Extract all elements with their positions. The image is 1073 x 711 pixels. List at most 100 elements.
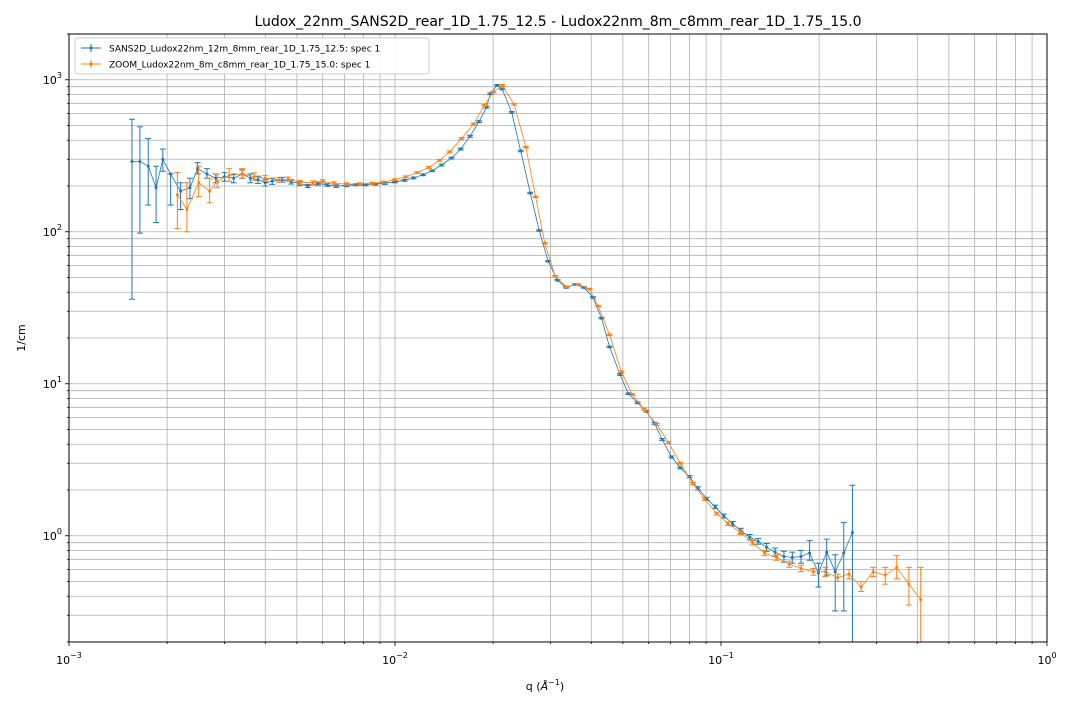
data-point (208, 189, 212, 193)
x-tick-label-base: 10 (382, 654, 396, 667)
data-point (816, 571, 820, 575)
data-point (248, 176, 252, 180)
data-point (703, 497, 707, 501)
data-point (751, 541, 755, 545)
y-tick-label: 103 (43, 71, 62, 87)
legend: SANS2D_Ludox22nm_12m_8mm_rear_1D_1.75_12… (74, 37, 430, 75)
data-point (197, 181, 201, 185)
data-point (630, 392, 634, 396)
data-point (471, 122, 475, 126)
data-point (618, 373, 622, 377)
data-point (756, 539, 760, 543)
x-axis-label: q (Å−1) (526, 678, 564, 693)
data-point (811, 570, 815, 574)
y-tick-label-base: 10 (43, 378, 57, 391)
data-point (748, 535, 752, 539)
x-tick-label: 10−2 (382, 651, 408, 667)
data-point (519, 149, 523, 153)
data-point (130, 159, 134, 163)
data-point (799, 566, 803, 570)
data-point (655, 422, 659, 426)
y-tick-label-exponent: 3 (57, 71, 62, 80)
data-point (871, 570, 875, 574)
data-point (404, 175, 408, 179)
legend-marker-zoom (89, 62, 93, 66)
x-axis-label-unit: Å (540, 680, 549, 693)
data-point (286, 177, 290, 181)
data-point (263, 176, 267, 180)
data-point (775, 555, 779, 559)
data-point (427, 165, 431, 169)
data-point (510, 110, 514, 114)
y-tick-label-base: 10 (43, 530, 57, 543)
legend-entry-sans2d: SANS2D_Ludox22nm_12m_8mm_rear_1D_1.75_12… (81, 44, 380, 55)
legend-entry-zoom: ZOOM_Ludox22nm_8m_c8mm_rear_1D_1.75_15.0… (81, 60, 370, 71)
data-point (543, 241, 547, 245)
data-point (403, 178, 407, 182)
data-point (842, 551, 846, 555)
data-point (430, 169, 434, 173)
data-point (185, 208, 189, 212)
data-point (847, 572, 851, 576)
data-point (765, 545, 769, 549)
data-point (495, 83, 499, 87)
y-tick-label: 102 (43, 223, 62, 239)
data-point (678, 466, 682, 470)
data-point (232, 176, 236, 180)
x-tick-label-exponent: −3 (70, 651, 82, 660)
data-point (381, 180, 385, 184)
data-point (358, 182, 362, 186)
x-tick-label-base: 10 (56, 654, 70, 667)
series-1 (174, 83, 924, 642)
data-point (722, 514, 726, 518)
data-point (512, 102, 516, 106)
legend-marker-sans2d (89, 46, 93, 50)
data-point (169, 172, 173, 176)
data-point (477, 120, 481, 124)
data-point (576, 282, 580, 286)
y-tick-label-exponent: 0 (57, 527, 62, 536)
data-point (448, 150, 452, 154)
series-layer (128, 83, 924, 642)
data-point (608, 333, 612, 337)
data-point (270, 179, 274, 183)
data-point (370, 181, 374, 185)
data-point (412, 176, 416, 180)
x-tick-label-base: 10 (708, 654, 722, 667)
data-point (660, 437, 664, 441)
data-point (491, 90, 495, 94)
data-point (449, 156, 453, 160)
data-point (500, 83, 504, 87)
data-point (256, 178, 260, 182)
data-point (546, 259, 550, 263)
y-tick-label-base: 10 (43, 74, 57, 87)
data-point (263, 181, 267, 185)
data-point (619, 370, 623, 374)
data-point (731, 522, 735, 526)
data-point (524, 145, 528, 149)
data-point (306, 184, 310, 188)
data-point (179, 189, 183, 193)
data-point (154, 186, 158, 190)
data-point (277, 178, 281, 182)
data-point (642, 407, 646, 411)
data-point (608, 345, 612, 349)
data-point (393, 178, 397, 182)
x-axis-label-end: ) (560, 680, 564, 693)
data-point (773, 550, 777, 554)
y-axis-label: 1/cm (15, 324, 28, 351)
x-axis-label-superscript: −1 (548, 678, 560, 687)
data-point (726, 522, 730, 526)
data-point (715, 512, 719, 516)
legend-label-zoom: ZOOM_Ludox22nm_8m_c8mm_rear_1D_1.75_15.0… (109, 61, 370, 71)
y-tick-label: 101 (43, 375, 62, 391)
y-tick-label-exponent: 2 (57, 223, 62, 232)
data-point (678, 461, 682, 465)
data-point (782, 555, 786, 559)
data-point (739, 531, 743, 535)
data-point (500, 87, 504, 91)
data-point (919, 598, 923, 602)
data-point (823, 570, 827, 574)
data-point (596, 304, 600, 308)
x-tick-label: 100 (1037, 651, 1056, 667)
